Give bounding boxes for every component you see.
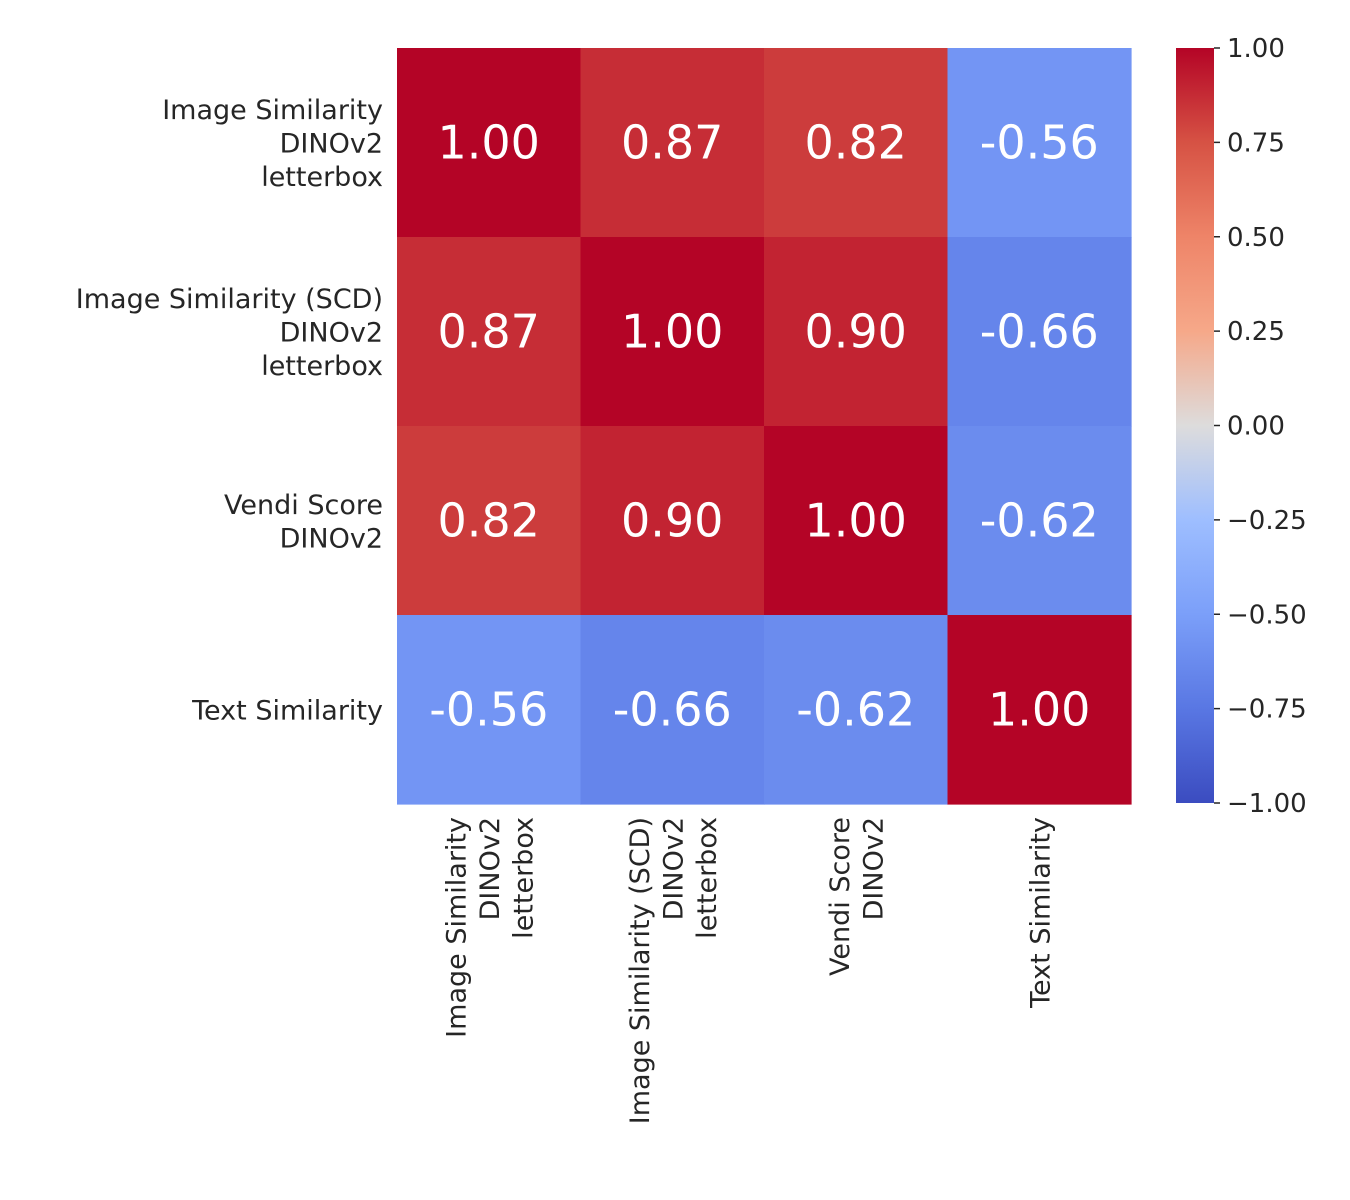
column-label-1-line-0: Image Similarity (SCD): [625, 817, 656, 1124]
row-label-0-line-2: letterbox: [261, 162, 383, 193]
cell-value-label-r3-c3: 1.00: [988, 683, 1090, 737]
heatmap-grid: 1.00 0.87 0.82 -0.56 0.87 1.00 0.90 -0.66 0.82 0.…: [397, 48, 1132, 805]
cell-value-label-r2-c3: -0.62: [980, 494, 1099, 548]
column-label-2-line-0: Vendi Score: [825, 817, 856, 976]
colorbar-tick-label-6: −0.50: [1227, 600, 1307, 630]
colorbar-tick-label-8: −1.00: [1227, 789, 1307, 819]
heatmap-cell-r3-c1: [580, 615, 765, 805]
column-label-1-line-1: DINOv2: [658, 817, 689, 920]
colorbar-tick-label-4: 0.00: [1227, 412, 1285, 442]
row-label-2-line-0: Vendi Score: [224, 490, 383, 521]
heatmap-cell-r0-c3: [947, 48, 1132, 238]
cell-value-label-r1-c3: -0.66: [980, 305, 1099, 359]
column-label-1-line-2: letterbox: [692, 817, 723, 939]
row-label-1-line-0: Image Similarity (SCD): [76, 284, 383, 315]
cell-value-label-r2-c2: 1.00: [805, 494, 907, 548]
row-label-3-line-0: Text Similarity: [191, 696, 383, 727]
row-label-1-line-2: letterbox: [261, 351, 383, 382]
heatmap-cell-r0-c0: [397, 48, 582, 238]
column-label-0-line-1: DINOv2: [475, 817, 506, 920]
heatmap-cell-r0-c1: [580, 48, 765, 238]
heatmap-cell-r0-c2: [764, 48, 949, 238]
cell-value-label-r0-c1: 0.87: [621, 116, 723, 170]
cell-value-label-r3-c2: -0.62: [796, 683, 915, 737]
row-label-0-line-1: DINOv2: [280, 129, 383, 160]
row-label-0-line-0: Image Similarity: [162, 95, 383, 126]
colorbar: 1.00 0.75 0.50 0.25 0.00 −0.25 −0.50 −0.75 −1.00: [1176, 34, 1307, 819]
row-label-1-line-1: DINOv2: [280, 318, 383, 349]
colorbar-gradient: [1176, 48, 1214, 803]
cell-value-label-r3-c1: -0.66: [613, 683, 732, 737]
column-label-0-line-2: letterbox: [508, 817, 539, 939]
colorbar-tick-label-7: −0.75: [1227, 695, 1307, 725]
colorbar-tick-label-0: 1.00: [1227, 34, 1285, 64]
column-label-2-line-1: DINOv2: [859, 817, 890, 920]
cell-value-label-r0-c2: 0.82: [805, 116, 907, 170]
column-label-0-line-0: Image Similarity: [441, 817, 472, 1038]
heatmap-cell-r2-c0: [397, 426, 582, 616]
column-labels: Image Similarity DINOv2 letterbox Image Sim…: [441, 817, 1056, 1124]
heatmap-cell-r1-c0: [397, 237, 582, 427]
colorbar-tick-label-2: 0.50: [1227, 223, 1285, 253]
cell-value-label-r1-c0: 0.87: [438, 305, 540, 359]
cell-value-label-r0-c0: 1.00: [438, 116, 540, 170]
heatmap-cell-r1-c3: [947, 237, 1132, 427]
heatmap-cell-r3-c0: [397, 615, 582, 805]
colorbar-tick-label-5: −0.25: [1227, 506, 1307, 536]
cell-value-label-r2-c1: 0.90: [621, 494, 723, 548]
cell-value-label-r1-c2: 0.90: [805, 305, 907, 359]
column-label-3-line-0: Text Similarity: [1025, 817, 1056, 1009]
heatmap-cell-r3-c2: [764, 615, 949, 805]
cell-value-label-r3-c0: -0.56: [429, 683, 548, 737]
colorbar-tick-label-3: 0.25: [1227, 317, 1285, 347]
cell-value-label-r1-c1: 1.00: [621, 305, 723, 359]
heatmap-cell-r3-c3: [947, 615, 1132, 805]
row-label-2-line-1: DINOv2: [280, 523, 383, 554]
heatmap-cell-r2-c1: [580, 426, 765, 616]
heatmap-cell-r1-c2: [764, 237, 949, 427]
cell-value-label-r0-c3: -0.56: [980, 116, 1099, 170]
heatmap-cell-r2-c2: [764, 426, 949, 616]
heatmap-cell-r2-c3: [947, 426, 1132, 616]
heatmap-cell-r1-c1: [580, 237, 765, 427]
cell-value-label-r2-c0: 0.82: [438, 494, 540, 548]
colorbar-tick-label-1: 0.75: [1227, 128, 1285, 158]
